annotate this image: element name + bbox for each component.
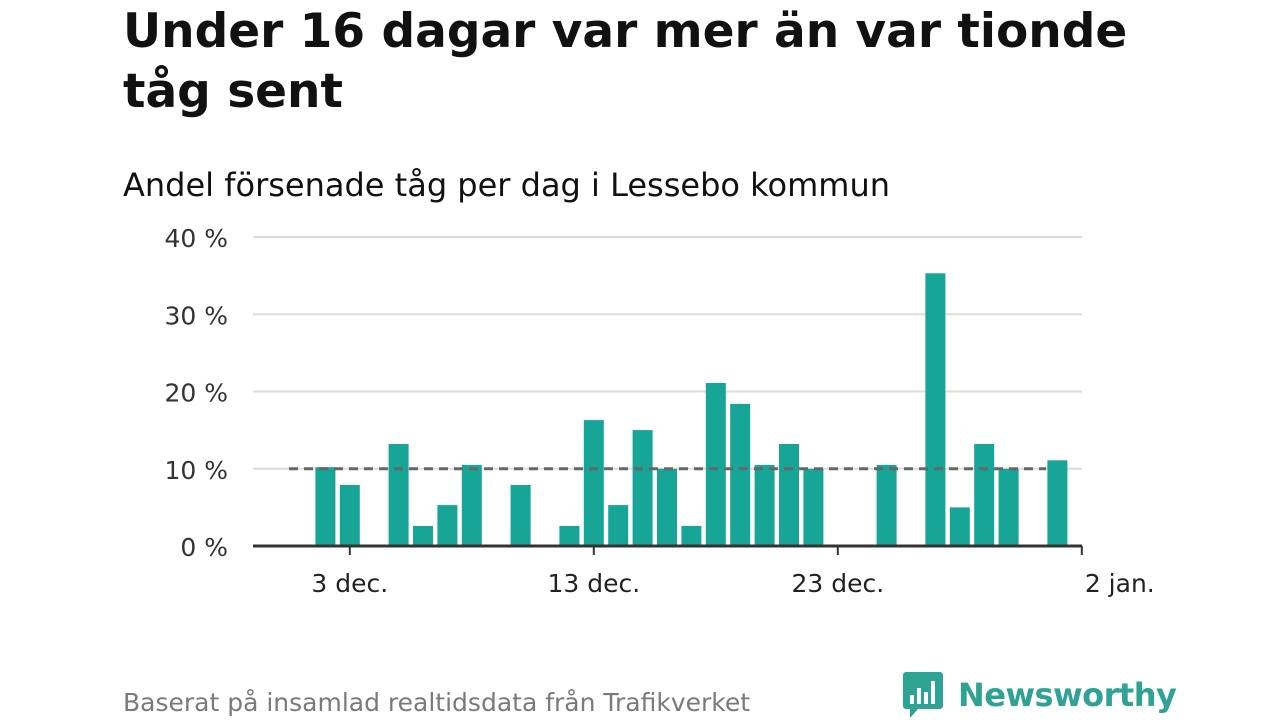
brand-name: Newsworthy [958, 676, 1177, 714]
bar [730, 403, 751, 546]
bar [559, 525, 580, 546]
bar [998, 468, 1019, 547]
bars [315, 273, 1068, 547]
bar [632, 430, 653, 546]
y-tick-label: 20 % [164, 379, 228, 408]
y-tick-label: 10 % [164, 456, 228, 485]
bar [413, 525, 433, 546]
bar [681, 525, 702, 546]
brand-logo: Newsworthy [902, 670, 1177, 720]
bar [1047, 460, 1068, 546]
chart-subtitle: Andel försenade tåg per dag i Lessebo ko… [123, 166, 891, 204]
y-tick-label: 0 % [180, 533, 228, 562]
x-axis [253, 544, 1083, 555]
bar-chart-speech-bubble-icon [903, 672, 943, 718]
bar [608, 505, 629, 546]
bar [876, 464, 897, 546]
y-axis-tick-labels: 0 % 10 % 20 % 30 % 40 % [164, 224, 228, 562]
y-tick-label: 30 % [164, 301, 228, 330]
bar [705, 383, 726, 546]
bar [461, 464, 482, 546]
bar [803, 468, 824, 547]
bar [388, 444, 409, 546]
x-tick-label: 23 dec. [791, 569, 884, 598]
x-tick-label: 3 dec. [311, 569, 388, 598]
x-axis-tick-labels: 3 dec. 13 dec. 23 dec. 2 jan. [311, 569, 1154, 598]
x-tick-label: 13 dec. [547, 569, 640, 598]
bar [339, 485, 360, 546]
bar [315, 467, 336, 546]
source-note: Baserat på insamlad realtidsdata från Tr… [123, 688, 751, 717]
y-tick-label: 40 % [164, 224, 228, 253]
bar [583, 420, 604, 546]
bar [949, 507, 970, 546]
bar [974, 444, 995, 546]
bar [754, 464, 775, 546]
chart-title: Under 16 dagar var mer än var tionde tåg… [123, 4, 1128, 119]
gridlines [253, 236, 1082, 470]
bar [657, 468, 677, 547]
bar-chart: 0 % 10 % 20 % 30 % 40 % 3 dec. 13 dec. 23 dec.… [164, 224, 1154, 598]
bar [779, 444, 799, 546]
bar [437, 505, 458, 546]
bar [925, 273, 946, 546]
x-tick-label: 2 jan. [1085, 569, 1155, 598]
bar [510, 485, 531, 546]
